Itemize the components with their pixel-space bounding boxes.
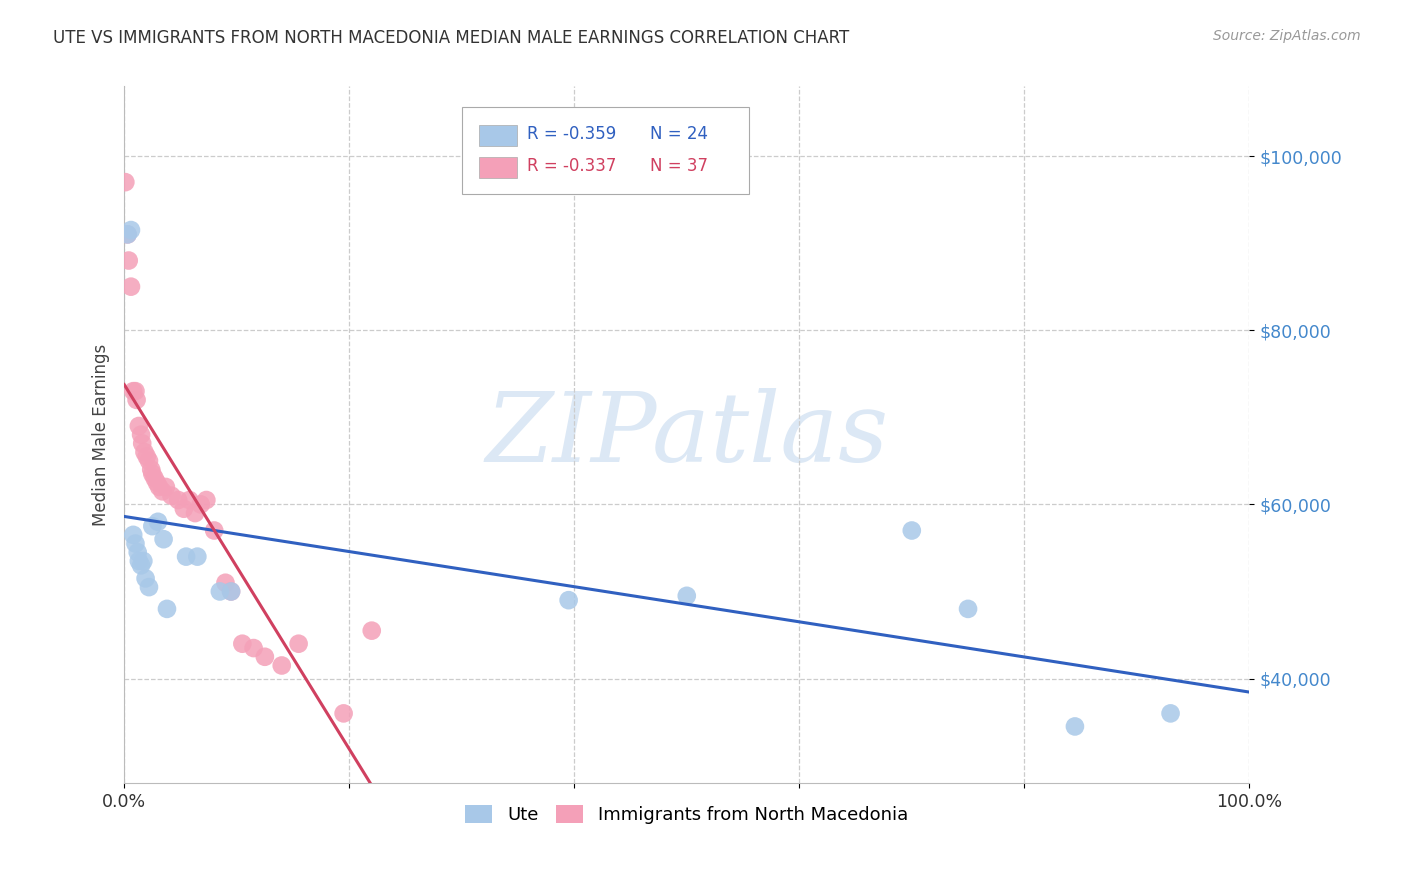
Point	[208, 584, 231, 599]
Point	[332, 706, 354, 721]
Point	[135, 450, 157, 464]
Point	[143, 471, 166, 485]
Point	[179, 493, 201, 508]
Point	[1160, 706, 1182, 721]
Point	[117, 227, 139, 242]
Point	[174, 549, 197, 564]
Point	[124, 536, 146, 550]
Point	[219, 584, 242, 599]
Point	[114, 175, 136, 189]
Point	[270, 658, 292, 673]
Point	[167, 493, 190, 508]
Point	[557, 593, 579, 607]
Point	[152, 484, 174, 499]
Point	[118, 253, 141, 268]
Point	[675, 589, 697, 603]
Point	[900, 524, 922, 538]
FancyBboxPatch shape	[478, 157, 517, 178]
Point	[141, 519, 163, 533]
Point	[184, 506, 207, 520]
Point	[173, 501, 195, 516]
Point	[124, 384, 146, 399]
Text: R = -0.337: R = -0.337	[527, 158, 616, 176]
Legend: Ute, Immigrants from North Macedonia: Ute, Immigrants from North Macedonia	[465, 805, 908, 824]
Point	[287, 637, 309, 651]
Point	[231, 637, 253, 651]
Point	[120, 223, 142, 237]
Point	[253, 649, 276, 664]
FancyBboxPatch shape	[461, 107, 748, 194]
Point	[186, 549, 208, 564]
Y-axis label: Median Male Earnings: Median Male Earnings	[93, 343, 110, 525]
Point	[214, 575, 236, 590]
Point	[122, 528, 145, 542]
Point	[152, 532, 174, 546]
Point	[160, 489, 183, 503]
Point	[141, 462, 163, 476]
Text: N = 24: N = 24	[650, 125, 707, 143]
Point	[146, 475, 169, 490]
Text: Source: ZipAtlas.com: Source: ZipAtlas.com	[1213, 29, 1361, 43]
Text: R = -0.359: R = -0.359	[527, 125, 616, 143]
Point	[128, 554, 150, 568]
Point	[122, 384, 145, 399]
Point	[156, 602, 179, 616]
Point	[120, 279, 142, 293]
Point	[135, 571, 157, 585]
Point	[125, 392, 148, 407]
Point	[242, 641, 264, 656]
Point	[129, 427, 152, 442]
Point	[132, 554, 155, 568]
Point	[128, 419, 150, 434]
Point	[1064, 719, 1087, 733]
Point	[148, 480, 170, 494]
Point	[117, 227, 139, 242]
FancyBboxPatch shape	[478, 125, 517, 145]
Point	[127, 545, 149, 559]
Point	[146, 515, 169, 529]
Text: ZIPatlas: ZIPatlas	[485, 388, 889, 482]
Point	[134, 445, 156, 459]
Point	[190, 497, 212, 511]
Point	[129, 558, 152, 573]
Point	[195, 493, 218, 508]
Text: UTE VS IMMIGRANTS FROM NORTH MACEDONIA MEDIAN MALE EARNINGS CORRELATION CHART: UTE VS IMMIGRANTS FROM NORTH MACEDONIA M…	[53, 29, 849, 46]
Point	[131, 436, 153, 450]
Point	[138, 454, 160, 468]
Point	[155, 480, 177, 494]
Point	[957, 602, 980, 616]
Point	[202, 524, 225, 538]
Point	[141, 467, 163, 481]
Text: N = 37: N = 37	[650, 158, 707, 176]
Point	[219, 584, 242, 599]
Point	[360, 624, 382, 638]
Point	[138, 580, 160, 594]
